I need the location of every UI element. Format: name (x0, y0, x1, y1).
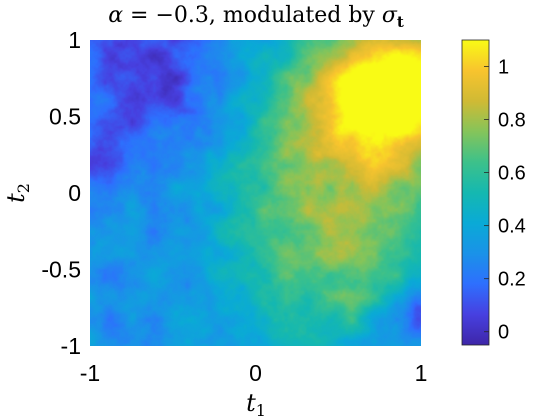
x-tick-label: 0 (249, 360, 262, 386)
y-tick-label: -0.5 (41, 257, 81, 283)
chart-title: α = −0.3, modulated by σt (108, 3, 404, 31)
y-axis-label-subscript: 2 (14, 183, 33, 193)
colorbar: 0 0.2 0.4 0.6 0.8 1 (461, 39, 526, 346)
title-alpha: α (108, 3, 123, 28)
title-text: , modulated by (209, 3, 382, 28)
heatmap-field (90, 40, 421, 346)
title-sigma-subscript: t (397, 13, 404, 31)
colorbar-tick-label: 0 (498, 322, 509, 344)
y-tick-label: -1 (61, 333, 81, 359)
colorbar-tick-label: 0.2 (498, 269, 526, 291)
title-sigma: σ (382, 3, 398, 28)
y-axis-label-symbol: t (2, 193, 30, 203)
x-axis-label: t1 (246, 389, 266, 420)
x-tick-label: 1 (415, 360, 428, 386)
colorbar-gradient (461, 39, 490, 346)
colorbar-tick-label: 0.6 (498, 163, 526, 185)
title-alpha-value: −0.3 (155, 3, 208, 28)
y-tick-label: 1 (68, 27, 81, 53)
y-tick-label: 0 (68, 180, 81, 206)
y-tick-label: 0.5 (49, 104, 81, 130)
colorbar-tick-label: 0.4 (498, 216, 526, 238)
x-axis: -1 0 1 (80, 360, 428, 386)
colorbar-tick-label: 0.8 (498, 110, 526, 132)
heatmap-canvas (90, 40, 421, 346)
x-axis-label-subscript: 1 (256, 401, 266, 420)
y-axis: 1 0.5 0 -0.5 -1 (41, 27, 81, 359)
y-axis-label: t2 (2, 183, 33, 203)
title-equals: = (123, 3, 155, 28)
colorbar-tick-label: 1 (498, 57, 509, 79)
colorbar-ticks: 0 0.2 0.4 0.6 0.8 1 (484, 57, 526, 344)
x-axis-label-symbol: t (246, 389, 256, 417)
x-tick-label: -1 (80, 360, 100, 386)
